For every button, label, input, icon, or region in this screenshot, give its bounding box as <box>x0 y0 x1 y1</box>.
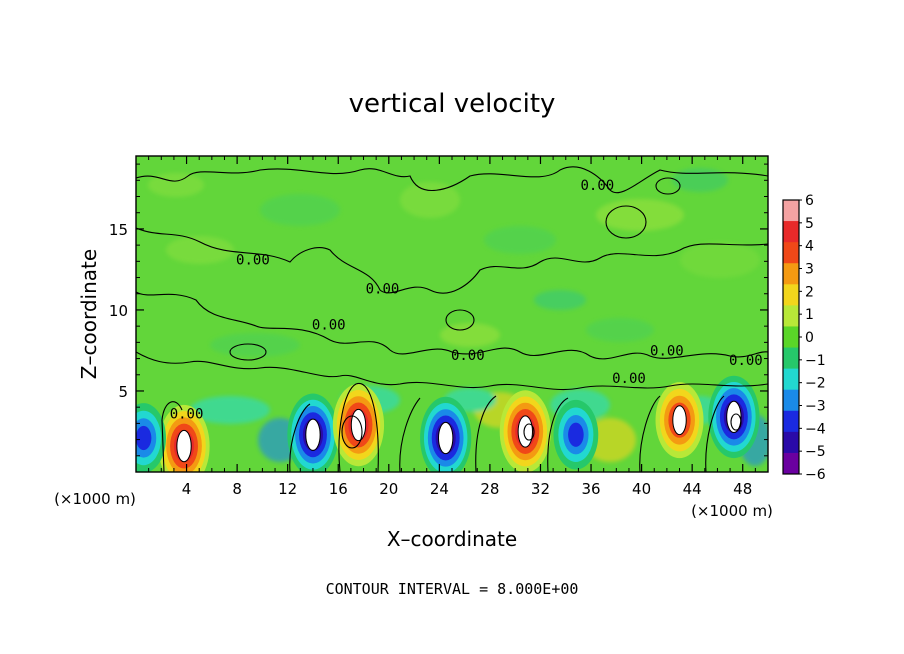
colorbar-label: 1 <box>805 307 814 323</box>
x-tick-label: 48 <box>733 480 752 498</box>
downdraft-cell <box>708 375 760 459</box>
x-tick-label: 4 <box>182 480 192 498</box>
cell-core <box>726 400 742 434</box>
colorbar-label: −4 <box>805 421 826 437</box>
y-tick-label: 10 <box>109 302 128 320</box>
x-tick-label: 44 <box>683 480 702 498</box>
updraft-cell <box>158 404 210 472</box>
downdraft-cell <box>287 393 339 472</box>
colorbar-label: 4 <box>805 239 814 255</box>
y-tick-label: 15 <box>109 221 128 239</box>
x-axis-label: X–coordinate <box>387 527 517 551</box>
colorbar-swatch <box>783 326 799 349</box>
cell-core <box>672 405 687 436</box>
colorbar-label: 0 <box>805 330 814 346</box>
colorbar-label: −6 <box>805 467 826 483</box>
velocity-field: 0.000.000.000.000.000.000.000.000.00 <box>136 156 768 472</box>
downdraft-cell <box>553 399 599 470</box>
x-tick-label: 8 <box>232 480 242 498</box>
contour-interval: CONTOUR INTERVAL = 8.000E+00 <box>326 580 579 598</box>
x-unit-right: (×1000 m) <box>691 502 773 520</box>
colorbar-swatch <box>783 284 799 306</box>
colorbar-label: −5 <box>805 444 826 460</box>
colorbar-swatch <box>783 368 799 391</box>
cell-core <box>438 421 454 455</box>
colorbar: 6 5 4 3 2 1 0 −1 −2 −3 −4 −5 −6 <box>782 193 826 483</box>
cell-core <box>305 418 321 451</box>
colorbar-swatch <box>783 347 799 370</box>
contour-label: 0.00 <box>236 253 270 269</box>
y-axis: 5 10 15 <box>109 163 768 457</box>
x-axis: 4 8 12 16 20 24 28 32 36 40 44 48 <box>148 156 756 498</box>
colorbar-swatch <box>783 305 799 327</box>
colorbar-label: 2 <box>805 284 814 300</box>
contour-label: 0.00 <box>650 343 684 359</box>
colorbar-label: −3 <box>805 399 826 415</box>
contour-label: 0.00 <box>612 371 646 387</box>
colorbar-swatch <box>783 263 799 285</box>
chart-title: vertical velocity <box>349 89 556 119</box>
downdraft-cell <box>136 403 166 472</box>
colorbar-swatch <box>783 200 799 222</box>
contour-label: 0.00 <box>366 282 400 298</box>
colorbar-swatch <box>783 221 799 243</box>
x-tick-label: 28 <box>480 480 499 498</box>
y-axis-label: Z–coordinate <box>77 249 101 379</box>
cell-core <box>176 429 192 463</box>
cell-core <box>517 415 533 448</box>
x-tick-label: 12 <box>278 480 297 498</box>
colorbar-label: 5 <box>805 216 814 232</box>
contour-label: 0.00 <box>451 348 485 364</box>
colorbar-label: 6 <box>805 193 814 209</box>
cell-core <box>350 408 367 442</box>
colorbar-swatch <box>783 389 799 412</box>
cell-ring <box>136 425 152 451</box>
contour-label: 0.00 <box>170 407 204 423</box>
contour-label: 0.00 <box>581 178 615 194</box>
x-tick-label: 32 <box>531 480 550 498</box>
colorbar-label: −2 <box>805 376 826 392</box>
contour-label: 0.00 <box>312 317 346 333</box>
contour-labels: 0.000.000.000.000.000.000.000.000.00 <box>170 178 763 422</box>
colorbar-swatch <box>783 431 799 454</box>
contour-label: 0.00 <box>729 353 763 369</box>
updraft-cell <box>499 390 551 472</box>
colorbar-swatch <box>783 410 799 433</box>
y-tick-label: 5 <box>118 383 128 401</box>
x-tick-label: 40 <box>632 480 651 498</box>
downdraft-cell <box>420 396 472 472</box>
colorbar-swatch <box>783 242 799 264</box>
x-unit-left: (×1000 m) <box>54 490 136 508</box>
colorbar-label: −1 <box>805 353 826 369</box>
contour-lines <box>136 166 768 472</box>
x-tick-label: 36 <box>581 480 600 498</box>
x-tick-label: 16 <box>329 480 348 498</box>
velocity-cells <box>136 375 760 472</box>
updraft-cell <box>655 382 704 459</box>
colorbar-label: 3 <box>805 262 814 278</box>
x-tick-label: 20 <box>379 480 398 498</box>
x-tick-label: 24 <box>430 480 449 498</box>
colorbar-swatch <box>783 452 799 475</box>
updraft-cell <box>332 383 385 467</box>
cell-ring <box>568 422 584 447</box>
